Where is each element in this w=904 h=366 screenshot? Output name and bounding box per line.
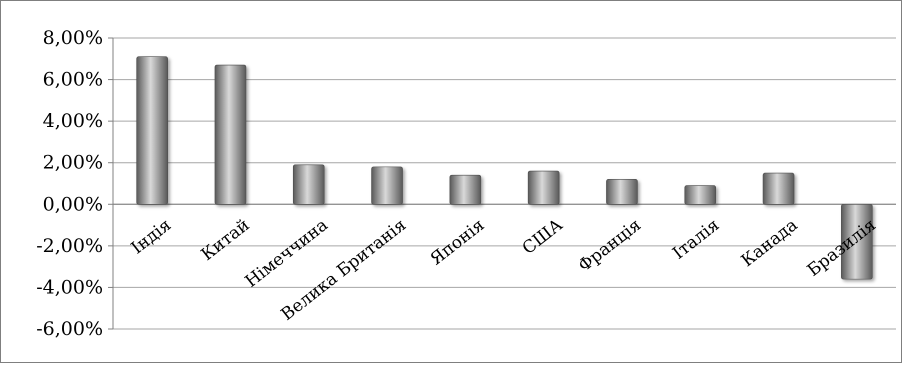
bar <box>527 170 560 205</box>
bar <box>136 56 168 205</box>
y-tick-label: -6,00% <box>36 318 103 340</box>
bar <box>449 174 482 205</box>
bar <box>606 179 638 205</box>
x-category-label: Китай <box>198 215 254 265</box>
y-tick-label: 0,00% <box>43 193 103 215</box>
bar <box>684 185 717 205</box>
y-tick-label: -2,00% <box>36 235 103 257</box>
bar <box>214 64 247 205</box>
bars <box>136 56 873 280</box>
x-category-label: Індія <box>128 215 176 258</box>
x-category-label: США <box>519 215 567 259</box>
bar <box>841 203 873 280</box>
x-category-label: Канада <box>738 215 802 271</box>
y-tick-label: 6,00% <box>43 69 103 91</box>
y-tick-label: -4,00% <box>36 276 103 298</box>
y-tick-label: 4,00% <box>43 110 103 132</box>
y-tick-label: 8,00% <box>43 27 103 49</box>
x-category-label: Італія <box>669 215 723 264</box>
bar <box>371 166 403 205</box>
x-category-label: Японія <box>427 215 489 269</box>
bar <box>762 172 795 205</box>
bar <box>292 164 325 205</box>
y-tick-label: 2,00% <box>43 152 103 174</box>
